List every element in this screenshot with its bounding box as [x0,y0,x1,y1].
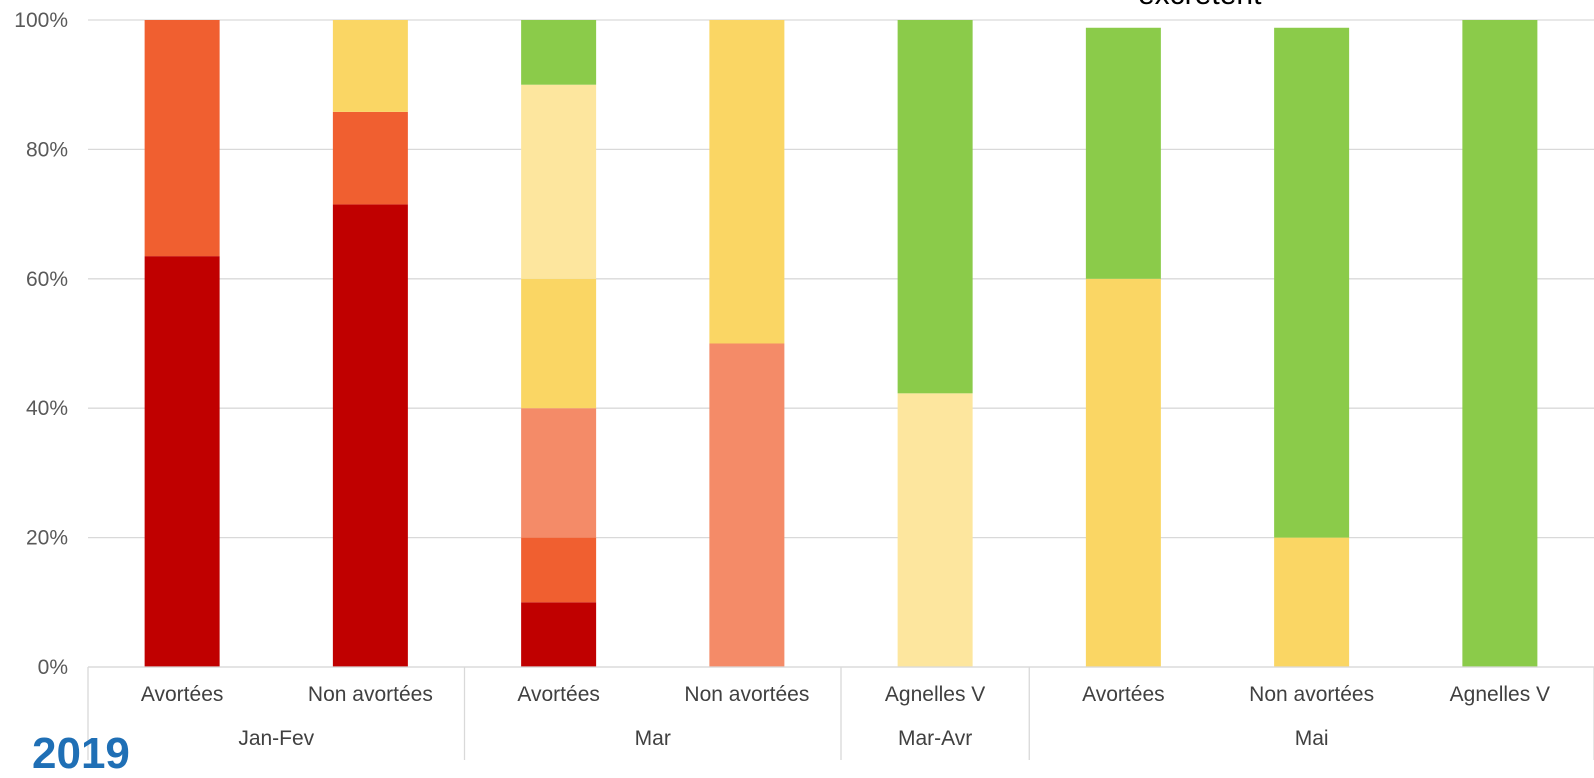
bar-segment [709,343,785,667]
bar-segment [897,393,973,667]
y-tick-label: 20% [26,527,68,550]
bar-segment [897,20,973,394]
y-tick-label: 60% [26,268,68,291]
bar-segment [521,84,597,279]
group-label: Mar-Avr [898,727,972,750]
bar-segment [1274,27,1350,538]
bar-segment [1085,27,1161,279]
category-axis [87,666,1594,760]
axis-labels: 0% 20% 40% 60% 80% 100% Avortées Non avortées Av… [14,9,1550,750]
bar-segment [332,204,408,667]
category-label: Avortées [1082,683,1165,706]
y-tick-label: 0% [38,656,68,679]
category-label: Non avortées [1249,683,1374,706]
category-label: Agnelles V [1450,683,1550,706]
bar-segment [332,111,408,205]
bar-segment [1274,537,1350,667]
group-label: Mar [635,727,671,750]
bar-segment [521,278,597,409]
bar-segment [521,537,597,603]
bar-stacks [144,20,1538,667]
bar-segment [709,20,785,344]
category-label: Non avortées [308,683,433,706]
bar-segment [521,408,597,538]
y-tick-label: 80% [26,138,68,161]
chart-title-fragment: excrétent [1138,0,1261,12]
bar-segment [1462,20,1538,667]
category-label: Non avortées [684,683,809,706]
bar-segment [332,20,408,112]
category-label: Avortées [141,683,224,706]
bar-segment [1085,278,1161,667]
bar-segment [521,20,597,85]
stacked-bar-chart: 0% 20% 40% 60% 80% 100% Avortées Non avortées Av… [14,9,1594,760]
bar-segment [144,20,220,257]
y-tick-label: 40% [26,397,68,420]
category-label: Avortées [517,683,600,706]
group-label: Jan-Fev [238,727,314,750]
bar-segment [144,256,220,667]
bar-segment [521,602,597,667]
gridlines [88,19,1594,668]
y-tick-label: 100% [14,9,68,32]
year-label-fragment: 2019 [32,729,130,778]
group-label: Mai [1295,727,1329,750]
category-label: Agnelles V [885,683,985,706]
